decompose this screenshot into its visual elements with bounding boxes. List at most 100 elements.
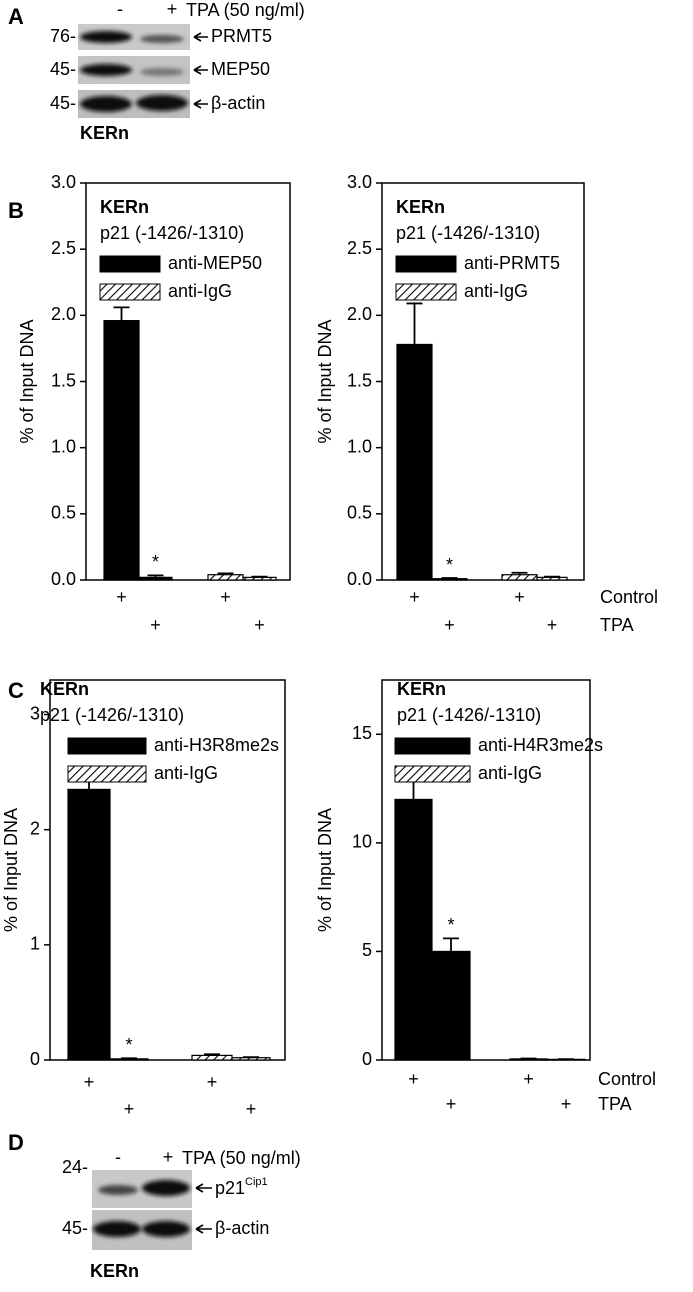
x-row-label: Control <box>598 1069 656 1089</box>
band <box>136 95 188 111</box>
bar <box>192 1055 232 1060</box>
x-row-mark: + <box>220 587 231 607</box>
band <box>80 64 132 76</box>
x-row-mark: + <box>409 587 420 607</box>
y-tick-label: 15 <box>352 723 372 743</box>
x-row-mark: + <box>523 1069 534 1089</box>
treatment-label: TPA (50 ng/ml) <box>186 0 305 20</box>
y-tick-label: 0.5 <box>51 503 76 523</box>
y-tick-label: 2.0 <box>51 304 76 324</box>
x-row-mark: + <box>444 615 455 635</box>
x-row-mark: + <box>408 1069 419 1089</box>
lane-label: + <box>167 0 178 19</box>
legend-swatch <box>100 256 160 272</box>
cell-line: KERn <box>80 123 129 143</box>
legend-label: anti-IgG <box>154 763 218 783</box>
protein-label: MEP50 <box>211 59 270 79</box>
band <box>98 1185 138 1195</box>
x-row-label: Control <box>600 587 658 607</box>
legend-swatch <box>68 766 146 782</box>
chart-title: KERn <box>396 197 445 217</box>
band <box>142 1180 190 1196</box>
chart-subtitle: p21 (-1426/-1310) <box>396 223 540 243</box>
legend-swatch <box>396 284 456 300</box>
chart-subtitle: p21 (-1426/-1310) <box>100 223 244 243</box>
bar <box>395 799 432 1060</box>
marker-label: 24- <box>62 1157 88 1177</box>
y-tick-label: 0.0 <box>51 569 76 589</box>
marker-label: 76- <box>50 26 76 46</box>
protein-label: β-actin <box>215 1218 269 1238</box>
chart: 0.00.51.01.52.02.53.0% of Input DNAKERnp… <box>315 172 658 635</box>
error-bar <box>121 1058 137 1059</box>
band <box>140 35 184 43</box>
protein-superscript: Cip1 <box>245 1176 268 1188</box>
y-tick-label: 2.5 <box>347 238 372 258</box>
bar <box>243 577 276 580</box>
bar <box>68 789 110 1060</box>
y-tick-label: 1.5 <box>51 370 76 390</box>
band <box>80 31 132 43</box>
significance-mark: * <box>125 1035 132 1055</box>
panel-label: A <box>8 4 24 29</box>
bar <box>104 321 139 580</box>
chart-title: KERn <box>40 679 89 699</box>
x-row-mark: + <box>446 1094 457 1114</box>
error-bar <box>243 1057 259 1058</box>
y-axis-label: % of Input DNA <box>17 319 37 443</box>
y-tick-label: 5 <box>362 940 372 960</box>
y-axis-label: % of Input DNA <box>1 808 21 932</box>
error-bar <box>114 307 130 320</box>
x-row-label: TPA <box>598 1094 632 1114</box>
error-bar <box>442 578 458 579</box>
lane-label: - <box>117 0 123 19</box>
bar <box>432 951 470 1060</box>
bar <box>208 575 243 580</box>
y-tick-label: 3 <box>30 703 40 723</box>
y-tick-label: 3.0 <box>347 172 372 192</box>
y-tick-label: 0 <box>30 1049 40 1069</box>
protein-label: PRMT5 <box>211 26 272 46</box>
band <box>93 1221 141 1237</box>
protein-label: p21 <box>215 1178 245 1198</box>
lane-label: - <box>115 1147 121 1167</box>
y-axis-label: % of Input DNA <box>315 319 335 443</box>
legend-label: anti-H4R3me2s <box>478 735 603 755</box>
significance-mark: * <box>446 555 453 575</box>
y-tick-label: 1 <box>30 934 40 954</box>
y-tick-label: 0 <box>362 1049 372 1069</box>
arrow <box>194 33 208 108</box>
legend-label: anti-IgG <box>478 763 542 783</box>
y-tick-label: 2.0 <box>347 304 372 324</box>
x-row-mark: + <box>207 1072 218 1092</box>
bar <box>397 344 432 580</box>
blot-d: - + TPA (50 ng/ml) 24- 45- p21Cip1 β-act… <box>62 1147 301 1281</box>
panel-label: C <box>8 678 24 703</box>
y-tick-label: 3.0 <box>51 172 76 192</box>
x-row-mark: + <box>84 1072 95 1092</box>
legend-swatch <box>395 766 470 782</box>
x-row-mark: + <box>116 587 127 607</box>
y-tick-label: 1.0 <box>51 436 76 456</box>
error-bar <box>544 577 560 578</box>
chart-subtitle: p21 (-1426/-1310) <box>397 705 541 725</box>
legend-swatch <box>100 284 160 300</box>
band <box>140 68 184 76</box>
chart-title: KERn <box>397 679 446 699</box>
legend-label: anti-IgG <box>464 281 528 301</box>
chart-subtitle: p21 (-1426/-1310) <box>40 705 184 725</box>
y-tick-label: 0.5 <box>347 503 372 523</box>
legend-swatch <box>395 738 470 754</box>
y-tick-label: 1.0 <box>347 436 372 456</box>
y-tick-label: 2.5 <box>51 238 76 258</box>
protein-label: β-actin <box>211 93 265 113</box>
error-bar <box>443 938 459 951</box>
treatment-label: TPA (50 ng/ml) <box>182 1148 301 1168</box>
x-row-mark: + <box>514 587 525 607</box>
marker-label: 45- <box>50 59 76 79</box>
error-bar <box>252 577 268 578</box>
